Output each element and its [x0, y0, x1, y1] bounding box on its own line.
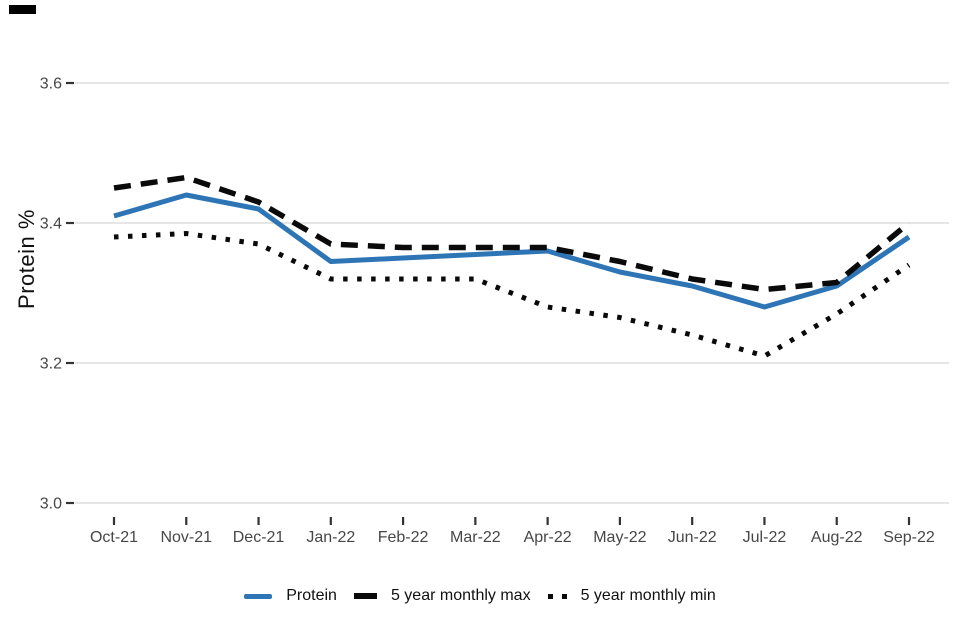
- legend-item-protein: Protein: [244, 587, 337, 605]
- x-tick-label: Apr-22: [524, 529, 572, 546]
- x-tick-label: Jul-22: [743, 529, 787, 546]
- min-dots-swatch-icon: [547, 593, 567, 599]
- x-tick-label: Aug-22: [811, 529, 863, 546]
- y-tick-label: 3.6: [40, 76, 62, 93]
- legend-label-protein: Protein: [286, 587, 337, 604]
- screenshot-artifact-bar: [9, 5, 36, 14]
- x-tick-label: Sep-22: [883, 529, 935, 546]
- legend-label-min: 5 year monthly min: [580, 587, 716, 604]
- y-tick-label: 3.2: [40, 356, 62, 373]
- min-dot-icon: [547, 593, 553, 599]
- max-dash-swatch-icon: [353, 593, 377, 599]
- x-tick-label: Nov-21: [160, 529, 212, 546]
- series-line-protein: [113, 192, 911, 310]
- x-tick-label: Dec-21: [233, 529, 285, 546]
- x-tick-label: Mar-22: [450, 529, 501, 546]
- legend-item-max: 5 year monthly max: [353, 587, 531, 605]
- y-axis-title: Protein %: [14, 209, 39, 309]
- x-tick-label: Jan-22: [306, 529, 355, 546]
- legend-label-max: 5 year monthly max: [390, 587, 531, 604]
- min-dot-icon: [561, 593, 567, 599]
- x-tick-label: Jun-22: [668, 529, 717, 546]
- y-tick-label: 3.4: [40, 216, 62, 233]
- chart-legend: Protein 5 year monthly max 5 year monthl…: [0, 587, 960, 605]
- series-line-5-year-monthly-min: [113, 231, 911, 359]
- x-tick-label: May-22: [593, 529, 646, 546]
- x-tick-label: Oct-21: [90, 529, 138, 546]
- series-line-5-year-monthly-max: [113, 174, 911, 293]
- x-tick-label: Feb-22: [378, 529, 429, 546]
- legend-item-min: 5 year monthly min: [547, 587, 716, 605]
- y-tick-label: 3.0: [40, 496, 62, 513]
- protein-line-swatch-icon: [244, 593, 273, 599]
